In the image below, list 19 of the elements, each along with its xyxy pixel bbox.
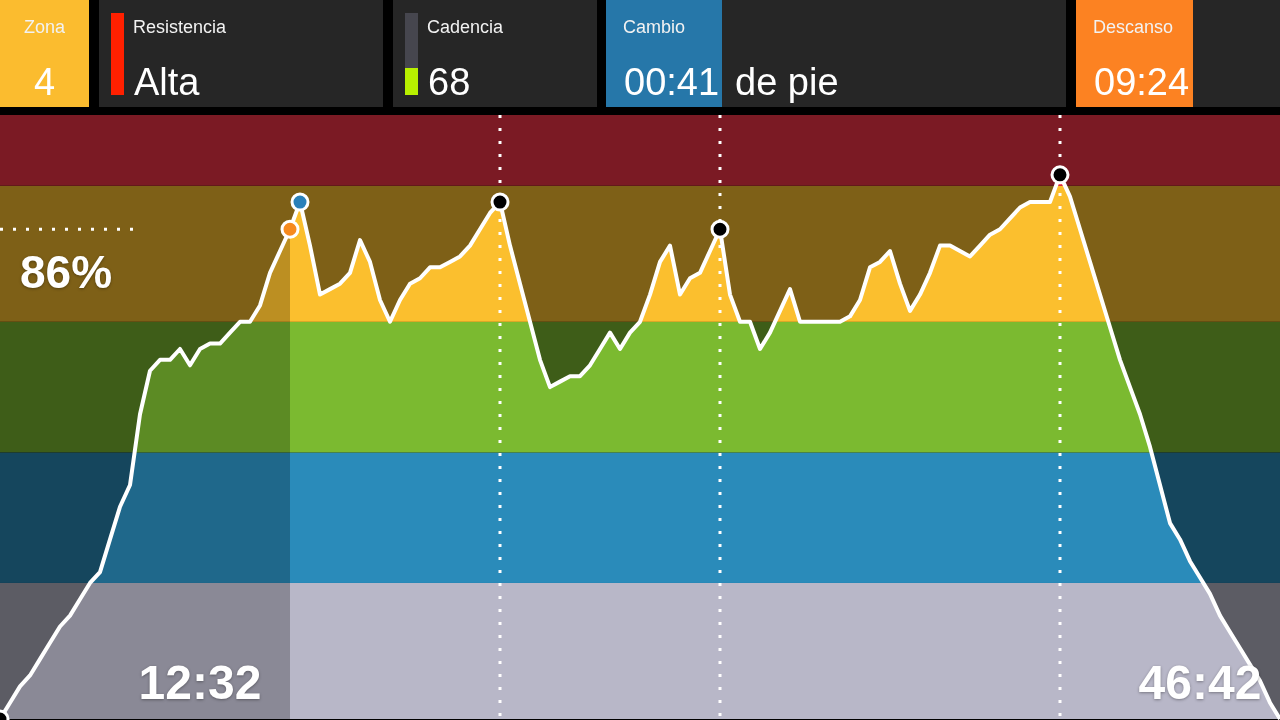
point <box>280 219 300 239</box>
category-label: Cadencia <box>427 17 504 37</box>
x-tick-label: 12:32 <box>138 656 262 709</box>
category-label: Cambio <box>623 17 686 37</box>
category-label: Resistencia <box>133 17 227 37</box>
annotation: 86% <box>20 246 113 298</box>
text: 4 <box>33 61 56 103</box>
text: 68 <box>428 61 471 103</box>
point <box>490 192 510 212</box>
point <box>710 219 730 239</box>
text: 00:41 <box>624 61 720 103</box>
x-tick-label: 46:42 <box>1138 656 1262 709</box>
category-label: Descanso <box>1093 17 1174 37</box>
text: Alta <box>134 61 200 103</box>
category-label: Zona <box>23 17 66 37</box>
point <box>290 192 310 212</box>
point <box>1050 165 1070 185</box>
text: 09:24 <box>1094 61 1190 103</box>
text: de pie <box>735 61 839 103</box>
